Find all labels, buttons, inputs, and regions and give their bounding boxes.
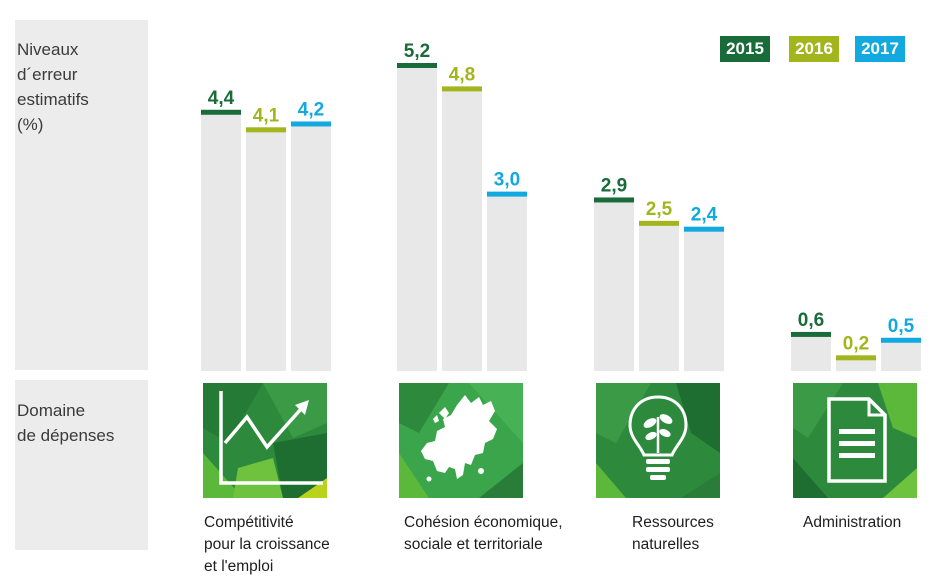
bar-cap-2015-1 bbox=[397, 63, 437, 68]
bar-cap-2016-2 bbox=[639, 220, 679, 226]
bar-cap-2017-2 bbox=[684, 226, 724, 232]
bar-2016-1 bbox=[442, 90, 482, 371]
data-label-2015-2: 2,9 bbox=[601, 175, 627, 196]
data-label-2015-1: 5,2 bbox=[404, 41, 430, 62]
cohesion-tile bbox=[399, 383, 523, 498]
legend-item-2017: 2017 bbox=[855, 36, 905, 62]
bar-2015-3 bbox=[791, 335, 831, 371]
bar-cap-2015-2 bbox=[594, 197, 634, 203]
category-label-natural-resources: Ressources naturelles bbox=[632, 514, 714, 553]
bar-2017-2 bbox=[684, 230, 724, 371]
bar-cap-2016-0 bbox=[246, 127, 286, 133]
data-label-2015-3: 0,6 bbox=[798, 310, 824, 331]
category-label-cohesion: Cohésion économique, sociale et territor… bbox=[404, 514, 563, 553]
data-label-2016-3: 0,2 bbox=[843, 333, 869, 354]
data-label-2017-2: 2,4 bbox=[691, 205, 718, 226]
data-label-2016-2: 2,5 bbox=[646, 199, 673, 220]
data-label-2017-0: 4,2 bbox=[298, 99, 324, 120]
administration-tile bbox=[793, 383, 917, 498]
bar-cap-2015-3 bbox=[791, 331, 831, 337]
section-panel bbox=[15, 380, 148, 550]
bar-cap-2017-0 bbox=[291, 121, 331, 127]
bar-2017-1 bbox=[487, 195, 527, 371]
bar-cap-2016-1 bbox=[442, 86, 482, 92]
data-label-2017-1: 3,0 bbox=[494, 170, 520, 191]
bar-2015-1 bbox=[397, 67, 437, 371]
bar-2016-0 bbox=[246, 131, 286, 371]
chart-growth-icon bbox=[203, 383, 327, 498]
data-label-2016-0: 4,1 bbox=[253, 105, 280, 126]
y-axis-title: Niveaux d´erreur estimatifs (%) bbox=[17, 40, 89, 134]
bar-cap-2016-3 bbox=[836, 355, 876, 361]
y-axis-panel bbox=[15, 20, 148, 370]
bar-2015-0 bbox=[201, 113, 241, 372]
bar-2016-3 bbox=[836, 359, 876, 371]
legend-item-2015: 2015 bbox=[720, 36, 770, 62]
bar-2016-2 bbox=[639, 224, 679, 371]
bar-2017-3 bbox=[881, 341, 921, 371]
data-label-2017-3: 0,5 bbox=[888, 316, 915, 337]
document-icon bbox=[793, 383, 917, 498]
bar-cap-2017-1 bbox=[487, 191, 527, 197]
competitiveness-tile bbox=[203, 383, 327, 498]
bar-cap-2017-3 bbox=[881, 337, 921, 343]
legend-item-2016: 2016 bbox=[789, 36, 839, 62]
plant-bulb-icon bbox=[596, 383, 720, 498]
natural-resources-tile bbox=[596, 383, 720, 498]
section-title: Domaine de dépenses bbox=[17, 401, 115, 445]
data-label-2015-0: 4,4 bbox=[208, 88, 235, 109]
europe-map-icon bbox=[399, 383, 523, 498]
category-label-administration: Administration bbox=[803, 514, 902, 531]
category-label-competitiveness: Compétitivité pour la croissance et l'em… bbox=[204, 514, 330, 575]
bar-2015-2 bbox=[594, 201, 634, 371]
bar-cap-2015-0 bbox=[201, 109, 241, 115]
bar-2017-0 bbox=[291, 125, 331, 371]
data-label-2016-1: 4,8 bbox=[449, 64, 475, 85]
